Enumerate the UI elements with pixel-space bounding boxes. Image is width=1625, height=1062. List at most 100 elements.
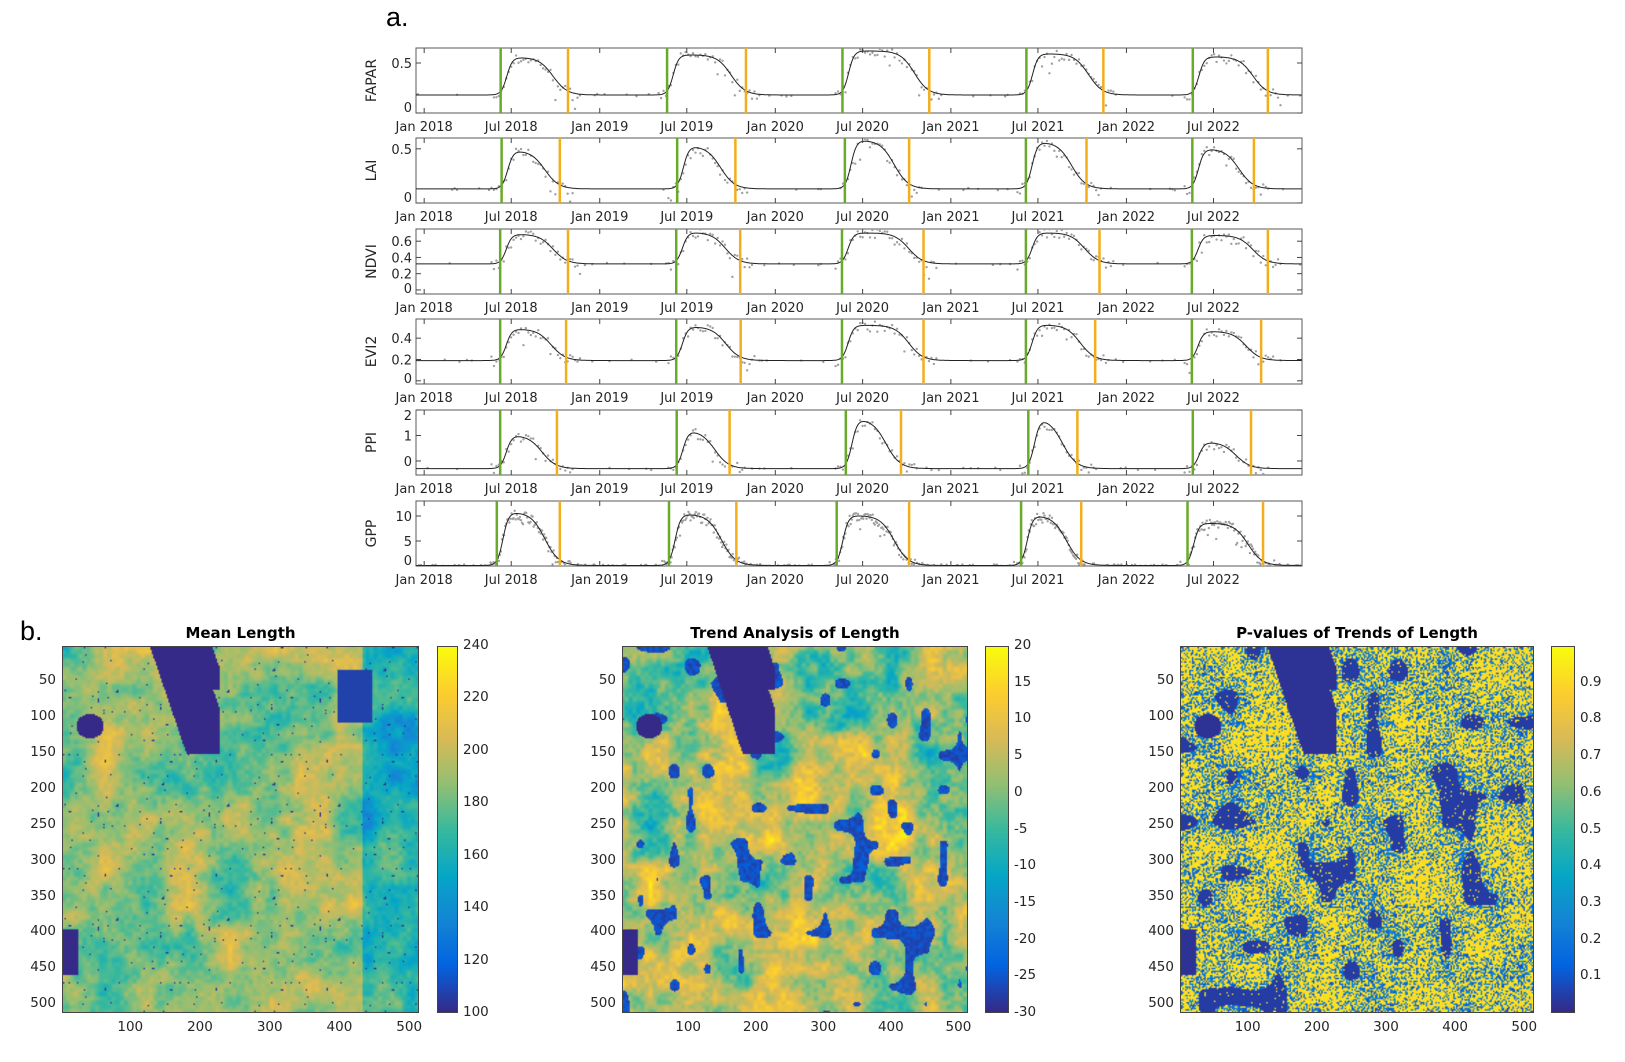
- observation-point: [549, 190, 552, 193]
- observation-point: [1092, 259, 1095, 262]
- x-tick-label: Jan 2020: [746, 482, 804, 497]
- heatmap-image: [622, 646, 968, 1013]
- colorbar-tick-label: 0.8: [1580, 710, 1602, 727]
- observation-point: [509, 336, 513, 339]
- observation-point: [1180, 568, 1182, 570]
- fitted-curve: [416, 513, 1302, 566]
- observation-point: [1195, 463, 1199, 467]
- observation-point: [1037, 518, 1040, 522]
- observation-point: [898, 59, 901, 62]
- observation-point: [1070, 168, 1073, 171]
- observation-point: [532, 160, 535, 164]
- y-tick-label: 200: [30, 780, 56, 796]
- observation-point: [660, 559, 664, 563]
- y-tick-label: 50: [38, 672, 56, 689]
- observation-point: [706, 147, 709, 150]
- observation-point: [502, 461, 505, 464]
- observation-point: [903, 350, 906, 353]
- observation-point: [546, 337, 550, 340]
- y-axis-label: NDVI: [364, 244, 380, 279]
- observation-point: [1291, 565, 1293, 566]
- observation-point: [1183, 567, 1185, 569]
- x-tick-label: Jul 2018: [484, 573, 538, 588]
- x-tick-label: Jan 2018: [395, 210, 453, 225]
- observation-point: [699, 329, 702, 332]
- observation-point: [505, 178, 508, 182]
- observation-point: [1231, 522, 1235, 525]
- observation-point: [876, 53, 879, 57]
- observation-point: [1253, 550, 1257, 553]
- observation-point: [1065, 338, 1068, 341]
- observation-point: [930, 356, 933, 360]
- observation-point: [562, 570, 564, 572]
- observation-point: [743, 361, 746, 365]
- observation-point: [721, 463, 724, 466]
- observation-point: [726, 477, 728, 479]
- observation-point: [893, 243, 896, 246]
- observation-point: [1230, 155, 1233, 158]
- observation-point: [679, 52, 682, 55]
- observation-point: [1208, 240, 1211, 244]
- colorbar-tick-label: 0.3: [1580, 893, 1602, 910]
- observation-point: [502, 355, 505, 359]
- observation-point: [1235, 456, 1238, 459]
- x-tick-label: 100: [675, 1019, 702, 1035]
- observation-point: [682, 519, 685, 522]
- observation-point: [1016, 268, 1019, 271]
- observation-point: [892, 544, 896, 547]
- observation-point: [537, 530, 541, 534]
- observation-point: [836, 90, 840, 93]
- observation-point: [862, 517, 865, 521]
- observation-point: [527, 148, 530, 152]
- colorbar-tick-label: 0.4: [1580, 857, 1602, 874]
- observation-point: [571, 355, 574, 358]
- observation-point: [709, 232, 712, 236]
- observation-point: [551, 563, 554, 566]
- x-tick-label: Jan 2019: [570, 120, 628, 135]
- observation-point: [554, 253, 557, 257]
- observation-point: [699, 229, 702, 231]
- observation-point: [495, 464, 498, 468]
- observation-point: [551, 458, 555, 461]
- observation-point: [882, 528, 885, 531]
- observation-point: [912, 567, 914, 569]
- observation-point: [1058, 236, 1061, 239]
- observation-point: [691, 429, 695, 432]
- observation-point: [1232, 237, 1235, 241]
- observation-point: [1201, 521, 1204, 525]
- observation-point: [871, 421, 874, 424]
- observation-point: [691, 234, 695, 238]
- observation-point: [578, 357, 582, 360]
- y-tick-label: 250: [30, 815, 56, 832]
- x-tick-label: Jan 2020: [746, 573, 804, 588]
- observation-point: [1262, 183, 1265, 186]
- y-axis-label: EVI2: [364, 336, 380, 367]
- observation-point: [1237, 64, 1240, 67]
- observation-point: [739, 573, 741, 575]
- observation-point: [1183, 265, 1186, 268]
- observation-point: [549, 249, 552, 253]
- observation-point: [1048, 229, 1051, 231]
- colorbar-tick-label: 240: [463, 637, 489, 653]
- y-tick-label: 5: [404, 535, 412, 550]
- colorbar-tick-label: 0.6: [1580, 783, 1602, 800]
- observation-point: [837, 559, 841, 563]
- x-tick-label: Jul 2022: [1186, 391, 1240, 406]
- observation-point: [713, 61, 717, 64]
- observation-point: [890, 449, 894, 452]
- observation-point: [711, 233, 714, 237]
- observation-point: [568, 87, 572, 90]
- observation-point: [1018, 192, 1022, 195]
- observation-point: [1237, 335, 1240, 338]
- observation-point: [1232, 157, 1235, 160]
- observation-point: [1240, 545, 1243, 549]
- x-tick-label: Jan 2022: [1097, 301, 1155, 316]
- observation-point: [1235, 242, 1238, 246]
- observation-point: [888, 236, 891, 240]
- observation-point: [1087, 185, 1090, 189]
- observation-point: [573, 265, 577, 268]
- observation-point: [740, 567, 742, 569]
- y-tick-label: 1: [404, 429, 412, 444]
- observation-point: [972, 95, 975, 98]
- observation-point: [1053, 326, 1056, 329]
